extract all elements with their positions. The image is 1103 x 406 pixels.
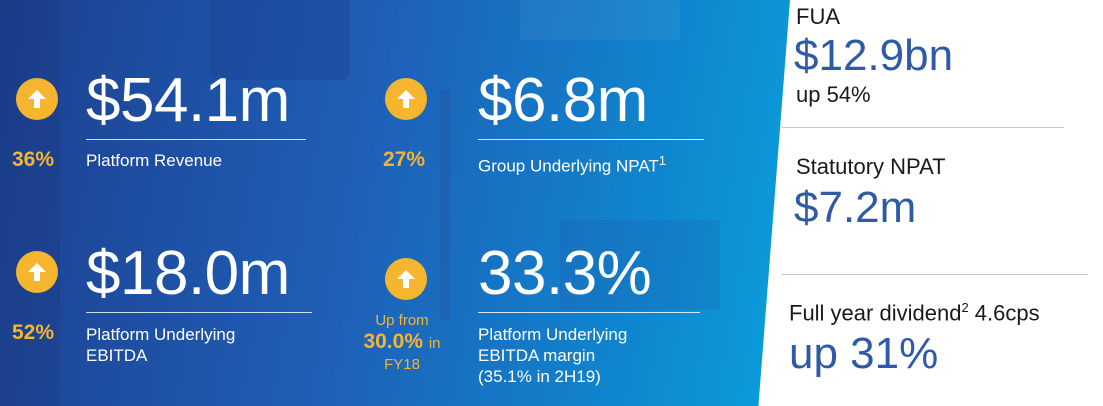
footnote-marker: 2: [961, 300, 969, 315]
divider: [86, 139, 306, 140]
background-shape: [440, 90, 450, 320]
divider: [782, 274, 1088, 275]
background-shape: [0, 0, 60, 406]
footnote-marker: 1: [658, 153, 667, 168]
up-arrow-icon: [16, 78, 58, 120]
fua-label: FUA: [796, 4, 840, 29]
group-npat-label: Group Underlying NPAT1: [478, 150, 666, 177]
dividend-label-text: Full year dividend: [789, 300, 962, 326]
up-arrow-icon: [16, 251, 58, 293]
change-in: in: [428, 335, 441, 352]
dividend-amount: 4.6cps: [968, 300, 1040, 326]
up-arrow-icon: [385, 78, 427, 120]
up-arrow-icon: [385, 258, 427, 300]
group-npat-value: $6.8m: [478, 66, 648, 135]
group-npat-label-text: Group Underlying NPAT: [478, 156, 659, 176]
change-suffix: FY18: [384, 356, 420, 373]
platform-ebitda-change: 52%: [12, 321, 55, 344]
statutory-npat-label: Statutory NPAT: [796, 154, 946, 179]
platform-revenue-change: 36%: [12, 148, 55, 171]
divider: [86, 312, 312, 313]
dividend-change: up 31%: [789, 329, 939, 378]
ebitda-margin-change: Up from 30.0% in FY18: [350, 312, 454, 374]
change-value: 30.0%: [363, 330, 423, 353]
background-shape: [520, 0, 680, 40]
ebitda-margin-value: 33.3%: [478, 239, 652, 308]
group-npat-change: 27%: [383, 148, 426, 171]
dividend-label: Full year dividend2 4.6cps: [789, 300, 1040, 326]
change-value-line: 30.0% in: [350, 330, 454, 356]
platform-ebitda-value: $18.0m: [86, 239, 290, 308]
platform-revenue-label: Platform Revenue: [86, 151, 223, 170]
platform-ebitda-label: Platform Underlying EBITDA: [86, 324, 235, 366]
label-line: EBITDA: [86, 346, 148, 365]
label-line: (35.1% in 2H19): [478, 367, 601, 386]
label-line: Platform Underlying: [478, 325, 628, 344]
background-shape: [210, 0, 350, 80]
highlights-panel: $54.1m 36% Platform Revenue $6.8m 27% Gr…: [0, 0, 790, 406]
statutory-npat-value: $7.2m: [794, 183, 917, 232]
fua-change: up 54%: [796, 82, 871, 107]
fua-value: $12.9bn: [794, 31, 954, 80]
background-shape: [560, 220, 720, 310]
divider: [478, 139, 704, 140]
label-line: EBITDA margin: [478, 346, 596, 365]
ebitda-margin-label: Platform Underlying EBITDA margin (35.1%…: [478, 324, 627, 387]
divider: [782, 127, 1064, 128]
label-line: Platform Underlying: [86, 325, 236, 344]
divider: [478, 312, 700, 313]
change-prefix: Up from: [375, 312, 429, 329]
platform-revenue-value: $54.1m: [86, 66, 290, 135]
